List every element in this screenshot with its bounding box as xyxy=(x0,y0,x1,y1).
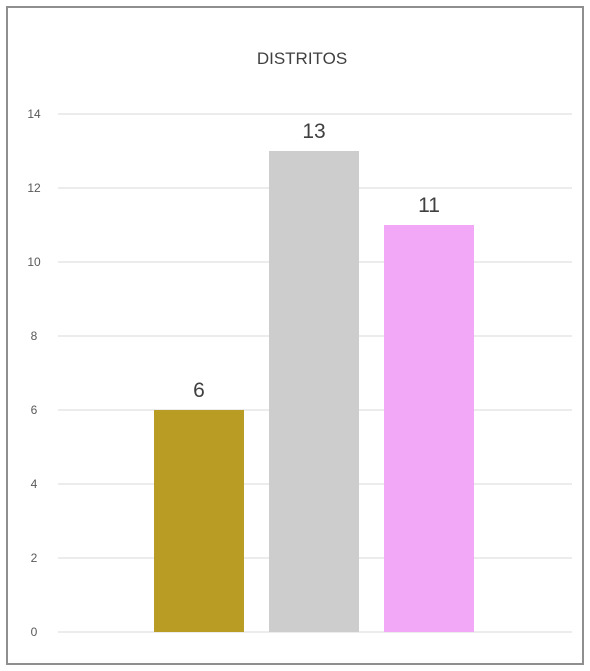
data-label: 11 xyxy=(418,194,440,217)
y-tick-label: 2 xyxy=(31,551,38,565)
chart-title: DISTRITOS xyxy=(257,49,347,68)
y-tick-label: 6 xyxy=(31,403,38,417)
bar-chart: DISTRITOS 0 2 4 6 8 10 12 14 6 13 11 xyxy=(27,49,572,639)
bar xyxy=(384,225,474,632)
y-tick-label: 10 xyxy=(27,255,41,269)
data-label: 6 xyxy=(193,379,205,402)
y-tick-label: 0 xyxy=(31,625,38,639)
chart-frame: DISTRITOS 0 2 4 6 8 10 12 14 6 13 11 xyxy=(6,6,584,665)
data-label: 13 xyxy=(302,120,325,143)
bar xyxy=(154,410,244,632)
y-tick-label: 4 xyxy=(31,477,38,491)
y-tick-label: 8 xyxy=(31,329,38,343)
y-axis: 0 2 4 6 8 10 12 14 xyxy=(27,107,41,639)
y-tick-label: 12 xyxy=(27,181,41,195)
bar xyxy=(269,151,359,632)
y-tick-label: 14 xyxy=(27,107,41,121)
bars xyxy=(154,151,474,632)
data-labels: 6 13 11 xyxy=(193,120,440,402)
